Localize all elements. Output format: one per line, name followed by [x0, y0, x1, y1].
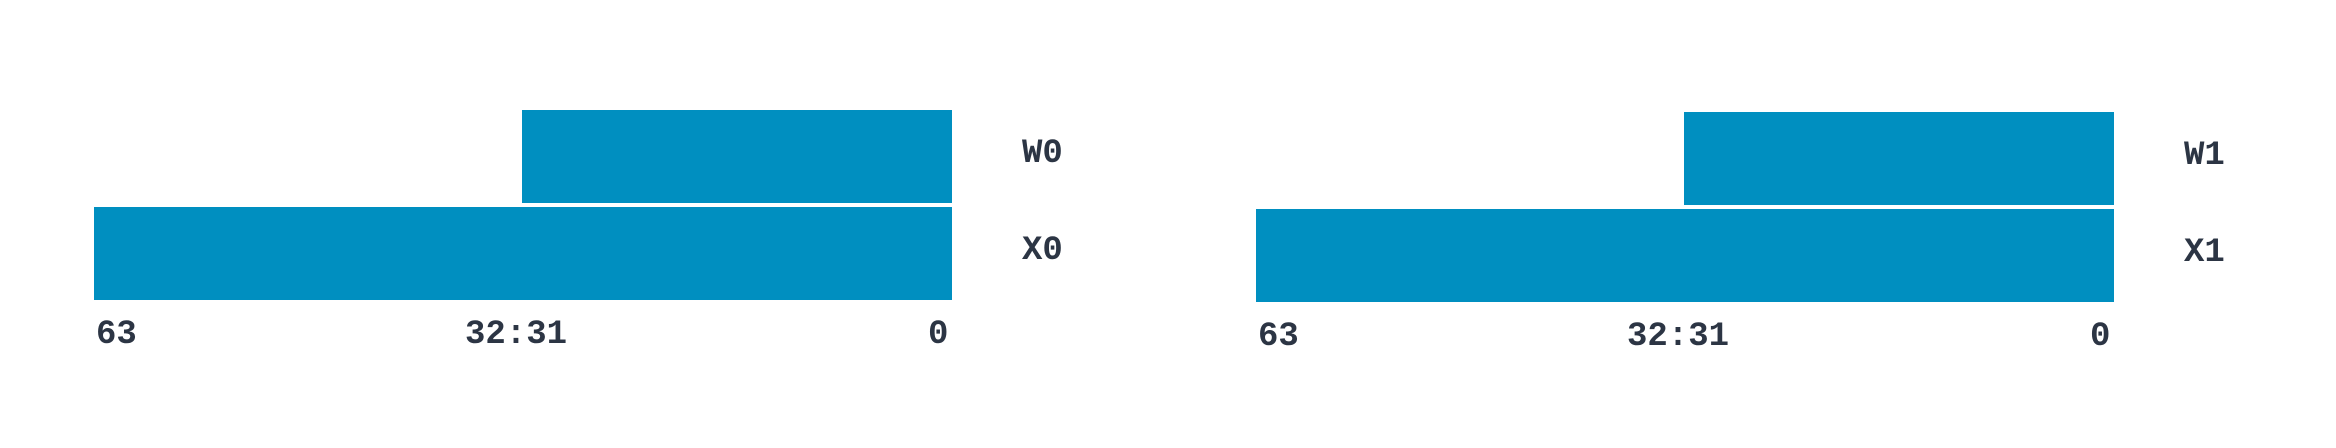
bit-63-label: 63	[1258, 318, 1299, 356]
x1-register-label: X1	[2184, 234, 2225, 272]
w1-register-label: W1	[2184, 137, 2225, 175]
w1-register-bar	[1684, 112, 2114, 205]
bit-63-label: 63	[96, 316, 137, 354]
x0-register-bar	[94, 207, 952, 300]
register-diagram-1: W1 X1 63 32:31 0	[1162, 2, 2262, 448]
x0-register-label: X0	[1022, 232, 1063, 270]
w0-register-label: W0	[1022, 135, 1063, 173]
register-diagram-0: W0 X0 63 32:31 0	[0, 0, 1100, 446]
bit-32-31-label: 32:31	[1627, 318, 1730, 356]
w0-register-bar	[522, 110, 952, 203]
x1-register-bar	[1256, 209, 2114, 302]
bit-32-31-label: 32:31	[465, 316, 568, 354]
bit-0-label: 0	[2090, 318, 2111, 356]
bit-0-label: 0	[928, 316, 949, 354]
